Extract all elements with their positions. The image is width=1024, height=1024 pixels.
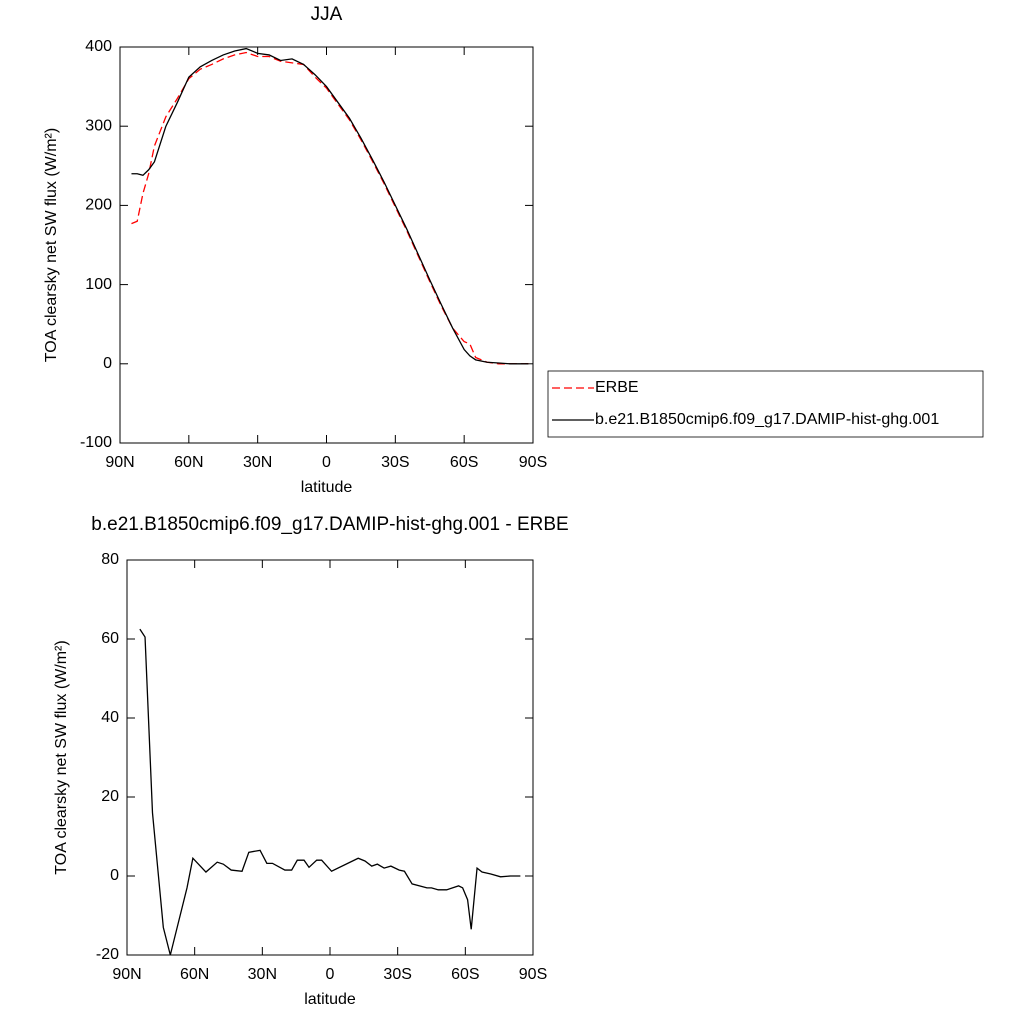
x-tick-label: 30S — [381, 454, 409, 471]
x-tick-label: 60N — [174, 454, 203, 471]
x-tick-label: 60S — [451, 966, 479, 983]
y-tick-label: 100 — [85, 276, 112, 293]
legend-box — [547, 370, 984, 438]
y-tick-label: -100 — [80, 434, 112, 451]
x-axis-label: latitude — [304, 991, 356, 1008]
plot-frame — [126, 559, 534, 956]
x-tick-label: 90S — [519, 454, 547, 471]
legend-label: ERBE — [595, 379, 639, 396]
plot-frame — [119, 46, 534, 444]
x-axis-label: latitude — [301, 479, 353, 496]
y-tick-label: 0 — [110, 867, 119, 884]
y-axis-label: TOA clearsky net SW flux (W/m²) — [43, 128, 60, 362]
y-tick-label: 20 — [101, 788, 119, 805]
y-tick-label: 40 — [101, 709, 119, 726]
x-tick-label: 90S — [519, 966, 547, 983]
y-tick-label: 0 — [103, 355, 112, 372]
x-tick-label: 90N — [105, 454, 134, 471]
x-tick-label: 60S — [450, 454, 478, 471]
y-tick-label: 400 — [85, 38, 112, 55]
y-tick-label: 200 — [85, 197, 112, 214]
legend-label: b.e21.B1850cmip6.f09_g17.DAMIP-hist-ghg.… — [595, 411, 939, 428]
x-tick-label: 30N — [243, 454, 272, 471]
chart-title: b.e21.B1850cmip6.f09_g17.DAMIP-hist-ghg.… — [91, 514, 568, 535]
x-tick-label: 90N — [112, 966, 141, 983]
y-tick-label: -20 — [96, 946, 119, 963]
x-tick-label: 0 — [326, 966, 335, 983]
x-tick-label: 60N — [180, 966, 209, 983]
data-line — [139, 628, 521, 956]
y-tick-label: 80 — [101, 551, 119, 568]
y-tick-label: 60 — [101, 630, 119, 647]
y-tick-label: 300 — [85, 117, 112, 134]
data-line — [131, 51, 529, 365]
y-axis-label: TOA clearsky net SW flux (W/m²) — [53, 640, 70, 874]
chart-title: JJA — [311, 4, 343, 25]
x-tick-label: 30N — [248, 966, 277, 983]
x-tick-label: 0 — [322, 454, 331, 471]
x-tick-label: 30S — [383, 966, 411, 983]
data-line — [131, 47, 529, 365]
